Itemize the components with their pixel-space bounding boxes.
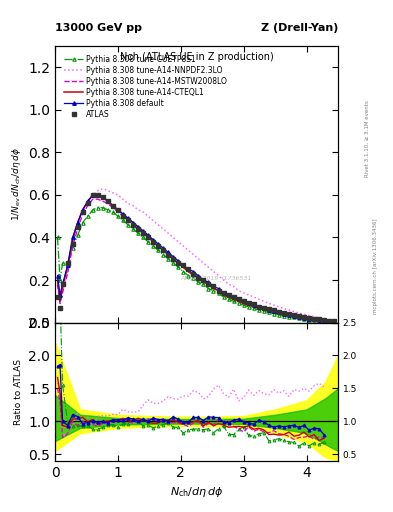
ATLAS (246, 301, 251, 307)
X-axis label: $N_{\rm ch}/d\eta\,d\phi$: $N_{\rm ch}/d\eta\,d\phi$ (170, 485, 223, 499)
Pythia 8.308 tune-A14-NNPDF2.3LO (156, 222, 160, 228)
Pythia 8.308 tune-CUETP8S1 (317, 317, 321, 324)
ATLAS (65, 260, 70, 266)
Pythia 8.308 default (105, 198, 110, 204)
Pythia 8.308 tune-A14-NNPDF2.3LO (80, 207, 85, 213)
Pythia 8.308 tune-A14-MSTW2008LO (317, 317, 321, 323)
Pythia 8.308 tune-A14-MSTW2008LO (90, 196, 95, 202)
Y-axis label: $1/N_{\rm ev}\,dN_{\rm ch}/d\eta\,d\phi$: $1/N_{\rm ev}\,dN_{\rm ch}/d\eta\,d\phi$ (9, 147, 23, 221)
Text: Z (Drell-Yan): Z (Drell-Yan) (261, 23, 338, 33)
Pythia 8.308 default (80, 207, 85, 213)
ATLAS (252, 302, 256, 308)
Pythia 8.308 tune-CUETP8S1 (297, 315, 301, 322)
Pythia 8.308 default (55, 273, 60, 279)
Line: Pythia 8.308 tune-A14-NNPDF2.3LO: Pythia 8.308 tune-A14-NNPDF2.3LO (57, 188, 324, 318)
Pythia 8.308 tune-A14-MSTW2008LO (322, 317, 327, 324)
Text: 13000 GeV pp: 13000 GeV pp (55, 23, 142, 33)
Pythia 8.308 tune-CUETP8S1 (322, 318, 327, 324)
Pythia 8.308 tune-A14-NNPDF2.3LO (105, 187, 110, 194)
Pythia 8.308 tune-A14-MSTW2008LO (297, 314, 301, 321)
ATLAS (60, 281, 65, 287)
Pythia 8.308 tune-A14-CTEQL1 (105, 198, 110, 204)
ATLAS (332, 318, 336, 324)
Pythia 8.308 tune-A14-NNPDF2.3LO (317, 314, 321, 321)
Pythia 8.308 tune-A14-NNPDF2.3LO (101, 185, 105, 191)
Pythia 8.308 default (121, 211, 125, 217)
Legend: Pythia 8.308 tune-CUETP8S1, Pythia 8.308 tune-A14-NNPDF2.3LO, Pythia 8.308 tune-: Pythia 8.308 tune-CUETP8S1, Pythia 8.308… (62, 53, 229, 121)
Line: Pythia 8.308 tune-CUETP8S1: Pythia 8.308 tune-CUETP8S1 (56, 206, 326, 323)
ATLAS (55, 294, 60, 300)
Line: Pythia 8.308 tune-A14-CTEQL1: Pythia 8.308 tune-A14-CTEQL1 (57, 195, 324, 321)
Pythia 8.308 tune-A14-CTEQL1 (80, 207, 85, 213)
Pythia 8.308 default (156, 241, 160, 247)
Pythia 8.308 tune-A14-NNPDF2.3LO (121, 196, 125, 202)
Text: Nch (ATLAS UE in Z production): Nch (ATLAS UE in Z production) (119, 52, 274, 61)
Pythia 8.308 tune-A14-NNPDF2.3LO (297, 310, 301, 316)
Pythia 8.308 default (90, 192, 95, 198)
Pythia 8.308 default (297, 314, 301, 320)
Y-axis label: Ratio to ATLAS: Ratio to ATLAS (14, 359, 23, 424)
Line: Pythia 8.308 default: Pythia 8.308 default (56, 193, 326, 322)
Text: ATLAS_2019_I1736531: ATLAS_2019_I1736531 (180, 275, 252, 281)
Pythia 8.308 default (322, 317, 327, 324)
Line: Pythia 8.308 tune-A14-MSTW2008LO: Pythia 8.308 tune-A14-MSTW2008LO (57, 199, 324, 321)
Pythia 8.308 tune-A14-MSTW2008LO (55, 281, 60, 287)
Pythia 8.308 tune-A14-CTEQL1 (55, 277, 60, 283)
Pythia 8.308 tune-CUETP8S1 (121, 218, 125, 224)
Pythia 8.308 tune-A14-CTEQL1 (90, 192, 95, 198)
Pythia 8.308 tune-A14-MSTW2008LO (80, 211, 85, 217)
Pythia 8.308 tune-CUETP8S1 (95, 205, 100, 211)
Pythia 8.308 tune-A14-MSTW2008LO (121, 213, 125, 219)
Pythia 8.308 tune-CUETP8S1 (55, 234, 60, 241)
Pythia 8.308 tune-CUETP8S1 (105, 207, 110, 213)
Pythia 8.308 tune-A14-CTEQL1 (156, 243, 160, 249)
Pythia 8.308 tune-CUETP8S1 (156, 247, 160, 253)
ATLAS (90, 192, 95, 198)
Pythia 8.308 tune-A14-NNPDF2.3LO (322, 315, 327, 322)
Pythia 8.308 tune-A14-CTEQL1 (322, 317, 327, 324)
Pythia 8.308 tune-CUETP8S1 (80, 220, 85, 226)
Pythia 8.308 default (317, 317, 321, 323)
Line: ATLAS: ATLAS (55, 193, 337, 324)
Pythia 8.308 tune-A14-NNPDF2.3LO (55, 279, 60, 285)
Pythia 8.308 tune-A14-MSTW2008LO (156, 243, 160, 249)
Text: Rivet 3.1.10, ≥ 3.1M events: Rivet 3.1.10, ≥ 3.1M events (365, 100, 370, 177)
Pythia 8.308 tune-A14-CTEQL1 (121, 211, 125, 217)
Pythia 8.308 tune-A14-CTEQL1 (317, 317, 321, 323)
Pythia 8.308 tune-A14-MSTW2008LO (105, 200, 110, 206)
Text: mcplots.cern.ch [arXiv:1306.3436]: mcplots.cern.ch [arXiv:1306.3436] (373, 219, 378, 314)
ATLAS (176, 260, 181, 266)
Pythia 8.308 tune-A14-CTEQL1 (297, 314, 301, 321)
ATLAS (130, 222, 135, 228)
